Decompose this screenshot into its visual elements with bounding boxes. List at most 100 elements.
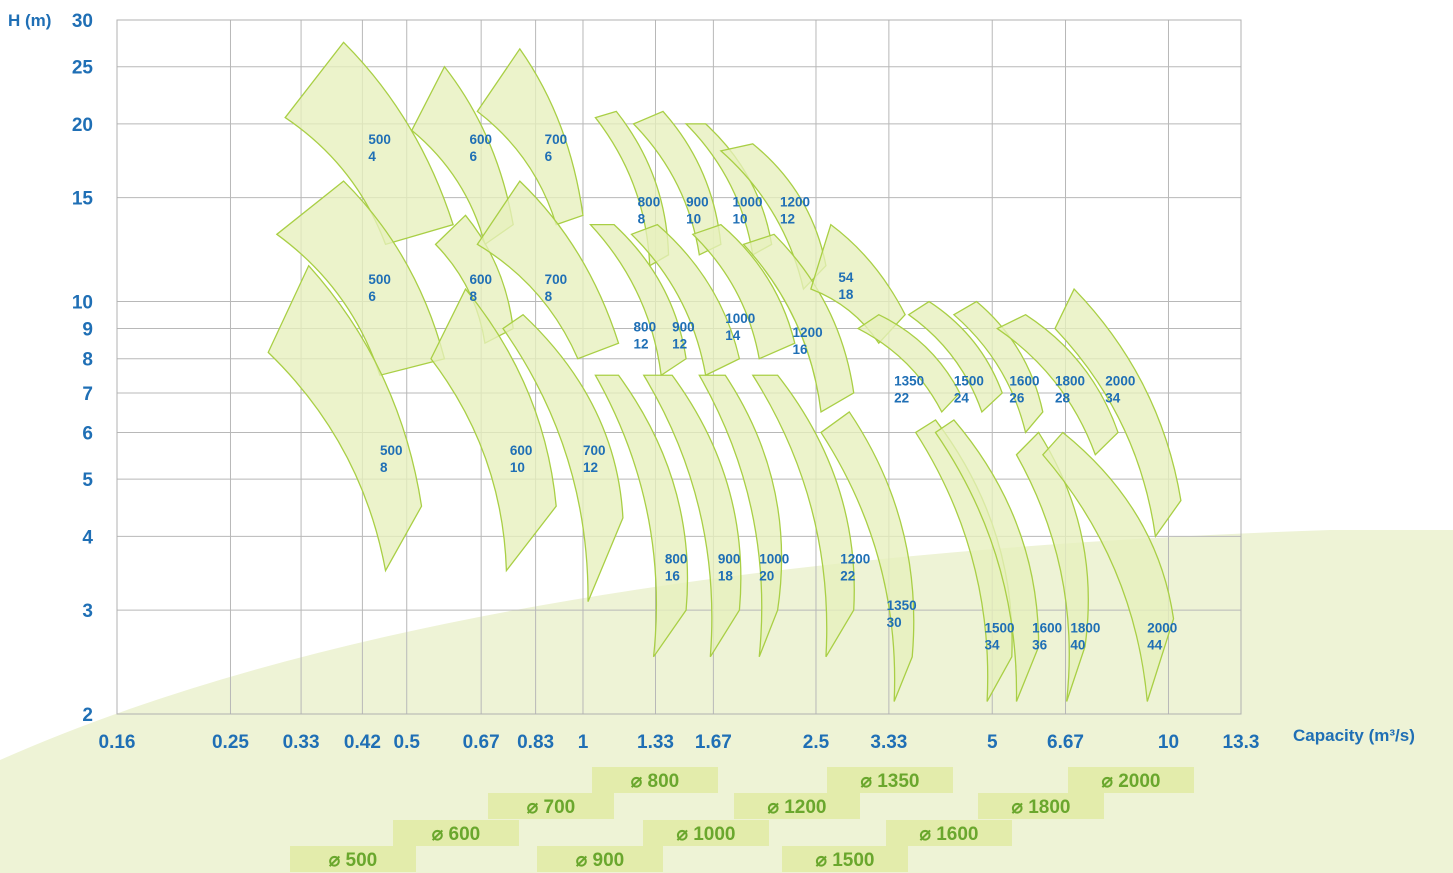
operating-region bbox=[751, 374, 855, 658]
region-label: 1000 10 bbox=[732, 194, 762, 226]
plot-frame bbox=[116, 19, 1242, 715]
region-label: 1200 12 bbox=[780, 194, 810, 226]
operating-region bbox=[430, 287, 557, 573]
x-tick-labels: 0.16 0.25 0.33 0.42 0.5 0.67 0.83 1 1.33 1.67 2.5 3… bbox=[99, 732, 1260, 753]
operating-region bbox=[502, 313, 624, 602]
region-label: 700 6 bbox=[545, 132, 568, 164]
y-tick-label: 4 bbox=[82, 527, 93, 548]
operating-region bbox=[476, 180, 620, 360]
diameter-legend-label: ⌀ 1600 bbox=[920, 824, 979, 845]
region-label: 900 10 bbox=[686, 194, 709, 226]
diameter-legend-box bbox=[978, 793, 1104, 819]
region-label: 600 10 bbox=[510, 443, 533, 475]
region-label: 500 6 bbox=[368, 272, 391, 304]
diameter-legend-box bbox=[488, 793, 614, 819]
diameter-legend-box bbox=[643, 820, 769, 846]
x-tick-label: 6.67 bbox=[1047, 732, 1084, 753]
region-label: 700 12 bbox=[583, 443, 606, 475]
diameter-legend-box bbox=[592, 767, 718, 793]
y-tick-label: 25 bbox=[72, 58, 94, 79]
operating-region bbox=[907, 300, 1003, 414]
operating-region bbox=[698, 374, 783, 658]
diameter-legend-box bbox=[886, 820, 1012, 846]
diameter-legend-label: ⌀ 500 bbox=[329, 850, 377, 871]
x-tick-label: 0.25 bbox=[212, 732, 249, 753]
region-label: 1000 14 bbox=[725, 311, 755, 343]
region-label: 1500 34 bbox=[984, 620, 1014, 652]
region-label: 900 18 bbox=[718, 551, 741, 583]
diameter-legend-label: ⌀ 1500 bbox=[816, 850, 875, 871]
diameter-legend-box bbox=[827, 767, 953, 793]
region-label: 900 12 bbox=[672, 319, 695, 351]
region-label: 1200 22 bbox=[840, 551, 870, 583]
region-label: 1800 28 bbox=[1055, 374, 1085, 406]
y-tick-label: 30 bbox=[72, 11, 93, 32]
diameter-legend-label: ⌀ 700 bbox=[527, 797, 575, 818]
y-tick-label: 7 bbox=[82, 384, 93, 405]
y-tick-label: 6 bbox=[82, 423, 93, 444]
operating-regions bbox=[267, 41, 1182, 702]
region-label: 700 8 bbox=[545, 272, 568, 304]
y-tick-labels: 2 3 4 5 6 7 8 9 10 15 20 25 30 bbox=[72, 11, 94, 726]
operating-region bbox=[1054, 287, 1182, 539]
y-tick-label: 2 bbox=[82, 705, 93, 726]
x-tick-label: 1.33 bbox=[637, 732, 674, 753]
region-label: 1600 36 bbox=[1032, 620, 1062, 652]
operating-region bbox=[1041, 431, 1175, 702]
operating-region bbox=[642, 374, 742, 658]
x-tick-label: 0.67 bbox=[463, 732, 500, 753]
region-label: 1200 16 bbox=[793, 325, 823, 357]
region-label: 1500 24 bbox=[954, 374, 984, 406]
diameter-legend-box bbox=[290, 846, 416, 872]
operating-region bbox=[995, 313, 1119, 456]
region-label: 1600 26 bbox=[1009, 374, 1039, 406]
y-tick-label: 9 bbox=[82, 320, 93, 341]
diameter-legend-label: ⌀ 1800 bbox=[1012, 797, 1071, 818]
diameter-legend-box bbox=[537, 846, 663, 872]
diameter-legend: ⌀ 800 ⌀ 1350 ⌀ 2000 ⌀ 700 ⌀ 1200 ⌀ 1800 ⌀ 600 ⌀… bbox=[290, 767, 1194, 872]
region-label: 2000 34 bbox=[1105, 374, 1135, 406]
region-label: 1350 22 bbox=[894, 374, 924, 406]
operating-region bbox=[691, 223, 796, 360]
operating-region bbox=[594, 374, 689, 658]
operating-region bbox=[820, 411, 915, 702]
x-tick-label: 0.83 bbox=[517, 732, 554, 753]
region-label: 1000 20 bbox=[759, 551, 789, 583]
diameter-legend-label: ⌀ 900 bbox=[576, 850, 624, 871]
region-label: 800 12 bbox=[634, 319, 657, 351]
operating-region bbox=[284, 41, 454, 246]
x-tick-label: 0.42 bbox=[344, 732, 381, 753]
diameter-legend-label: ⌀ 800 bbox=[631, 771, 679, 792]
diameter-legend-box bbox=[782, 846, 908, 872]
region-label: 2000 44 bbox=[1147, 620, 1177, 652]
y-tick-label: 3 bbox=[82, 601, 93, 622]
y-tick-label: 20 bbox=[72, 115, 93, 136]
x-tick-label: 0.5 bbox=[394, 732, 421, 753]
region-label: 500 8 bbox=[380, 443, 403, 475]
operating-region bbox=[742, 233, 855, 413]
region-label: 1800 40 bbox=[1070, 620, 1100, 652]
operating-region bbox=[810, 223, 906, 345]
region-labels: 500 4 600 6 700 6 800 8 900 10 1000 10 1200 12 500 6 600… bbox=[368, 132, 1177, 652]
y-axis-label: H (m) bbox=[8, 11, 51, 30]
region-label: 600 8 bbox=[470, 272, 493, 304]
x-tick-label: 1 bbox=[578, 732, 589, 753]
diameter-legend-label: ⌀ 2000 bbox=[1102, 771, 1161, 792]
operating-region bbox=[476, 47, 584, 226]
diameter-legend-box bbox=[734, 793, 860, 819]
x-tick-label: 3.33 bbox=[870, 732, 907, 753]
operating-region bbox=[952, 300, 1044, 434]
region-label: 54 18 bbox=[838, 270, 854, 302]
y-tick-label: 5 bbox=[82, 470, 93, 491]
operating-region bbox=[630, 223, 741, 377]
x-tick-label: 5 bbox=[987, 732, 998, 753]
x-tick-label: 0.16 bbox=[99, 732, 136, 753]
x-tick-label: 10 bbox=[1158, 732, 1179, 753]
diameter-legend-label: ⌀ 1200 bbox=[768, 797, 827, 818]
x-tick-label: 0.33 bbox=[283, 732, 320, 753]
region-label: 1350 30 bbox=[887, 598, 917, 630]
region-label: 800 8 bbox=[638, 194, 661, 226]
x-tick-label: 1.67 bbox=[695, 732, 732, 753]
operating-region bbox=[267, 264, 423, 573]
